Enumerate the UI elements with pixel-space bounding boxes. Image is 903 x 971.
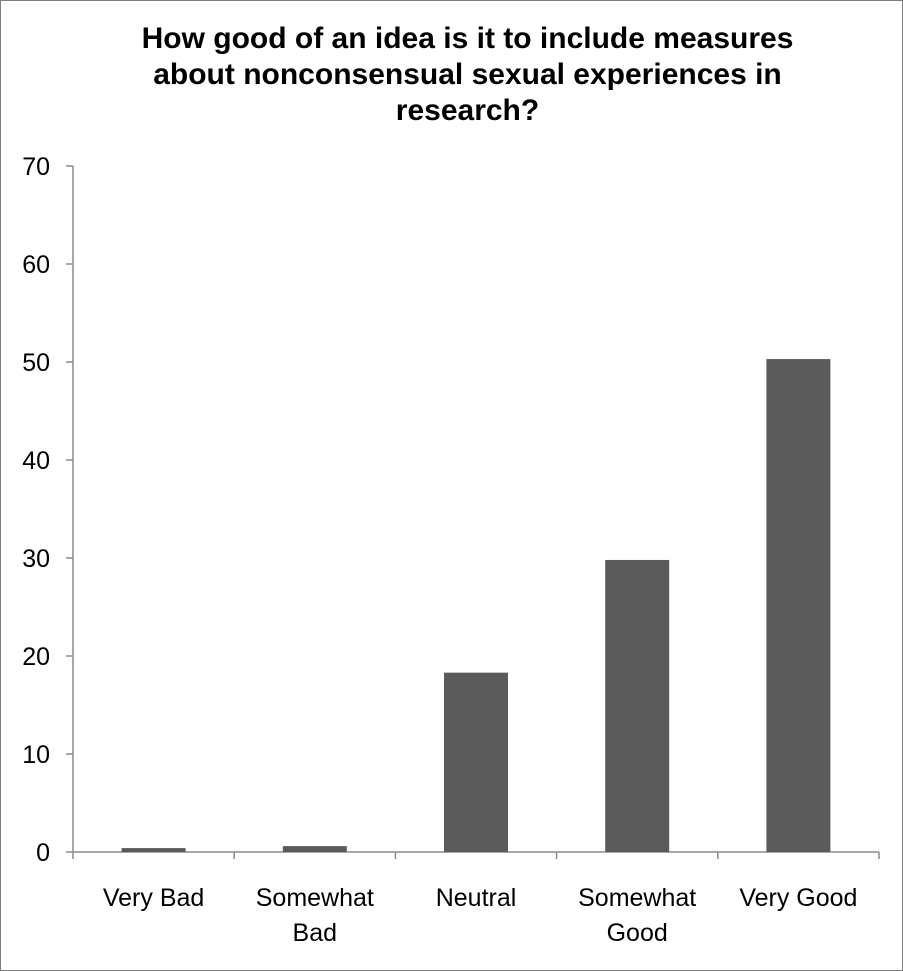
y-tick-label: 50 [22,349,50,377]
bar [282,846,347,852]
x-category-label: Very Good [739,884,857,912]
bar [121,848,186,852]
y-tick-label: 20 [22,643,50,671]
chart-bars [121,359,831,852]
y-tick-label: 40 [22,447,50,475]
chart-labels: 0 10 20 30 40 50 60 70 Very Bad Somewhat Bad Neutra… [22,153,857,947]
y-tick-label: 0 [36,839,50,867]
y-tick-label: 10 [22,741,50,769]
bar [444,672,508,852]
bar [766,359,831,852]
y-tick-label: 30 [22,545,50,573]
x-category-label: Somewhat Good [578,884,696,947]
x-category-label: Neutral [436,884,517,912]
bar [605,559,670,852]
x-category-label: Somewhat Bad [256,884,374,947]
chart-title: How good of an idea is it to include mea… [141,22,794,127]
x-category-label: Very Bad [103,884,204,912]
y-tick-label: 60 [22,251,50,279]
y-tick-label: 70 [22,153,50,181]
